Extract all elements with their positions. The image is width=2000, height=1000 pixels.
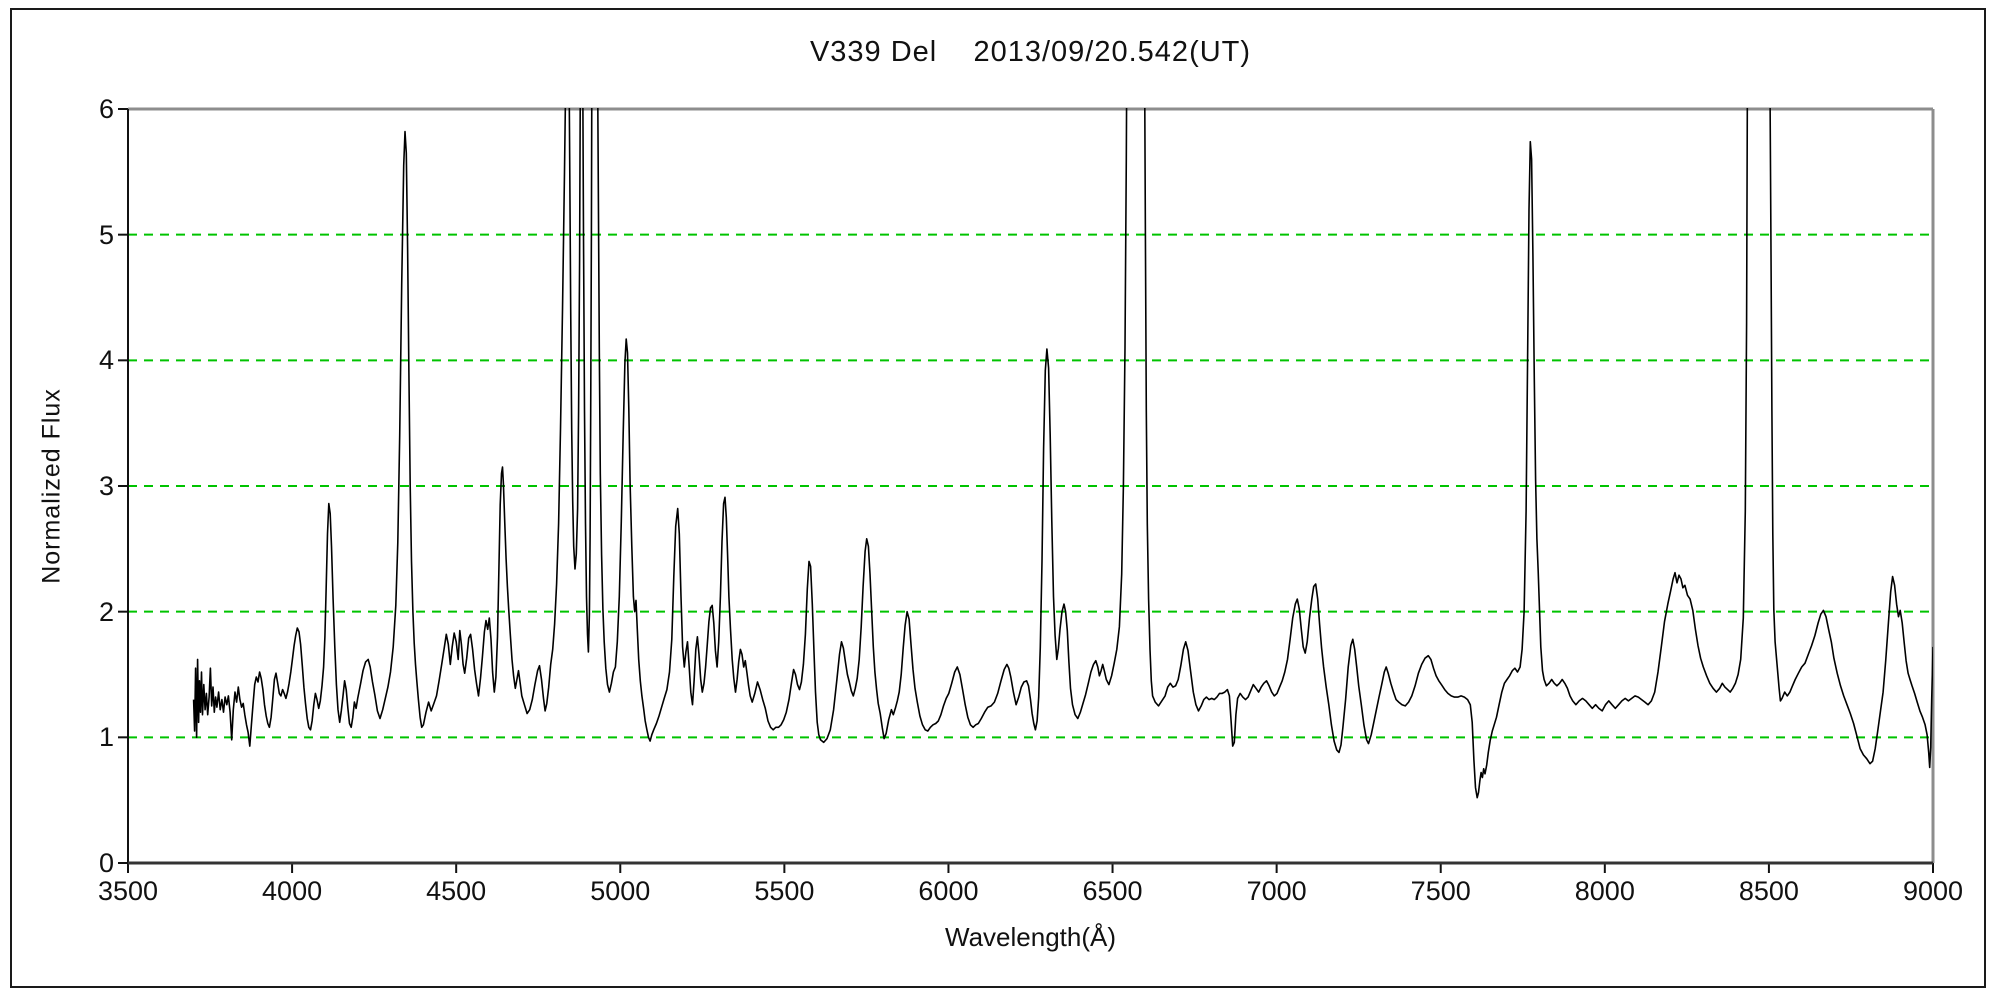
x-tick-label: 7500 xyxy=(1410,876,1471,906)
y-tick-label: 2 xyxy=(98,596,114,627)
x-tick-label: 7000 xyxy=(1246,876,1307,906)
x-tick-label: 9000 xyxy=(1902,876,1964,906)
x-tick-label: 5000 xyxy=(590,876,651,906)
spectrum-line xyxy=(192,108,1933,799)
x-tick-label: 5500 xyxy=(754,876,815,906)
x-tick-label: 6500 xyxy=(1082,876,1143,906)
y-tick-label: 5 xyxy=(98,219,114,250)
y-tick-label: 0 xyxy=(98,848,114,878)
x-tick-label: 8000 xyxy=(1574,876,1635,906)
x-tick-label: 3500 xyxy=(97,876,159,906)
x-tick-label: 4000 xyxy=(262,876,323,906)
y-tick-label: 6 xyxy=(98,94,114,124)
x-tick-label: 4500 xyxy=(426,876,487,906)
y-tick-label: 3 xyxy=(98,471,114,501)
y-tick-label: 4 xyxy=(98,345,114,376)
x-tick-label: 8500 xyxy=(1738,876,1799,906)
x-axis-label: Wavelength(Å) xyxy=(945,922,1116,952)
chart-title: V339 Del 2013/09/20.542(UT) xyxy=(809,36,1252,68)
x-tick-label: 6000 xyxy=(918,876,979,906)
outer-frame xyxy=(10,8,1986,988)
y-tick-label: 1 xyxy=(98,722,114,753)
